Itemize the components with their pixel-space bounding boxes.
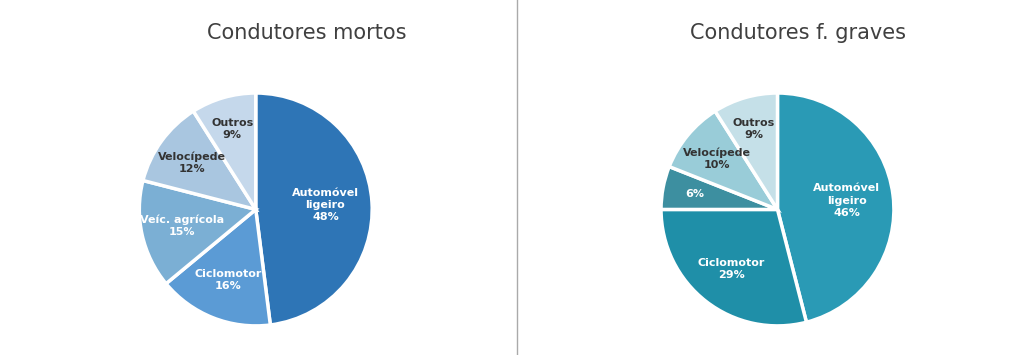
Wedge shape	[139, 180, 256, 284]
Wedge shape	[661, 166, 777, 209]
Wedge shape	[777, 93, 894, 322]
Text: Ciclomotor
16%: Ciclomotor 16%	[194, 269, 262, 291]
Wedge shape	[661, 209, 806, 326]
Text: Velocípede
10%: Velocípede 10%	[682, 148, 751, 170]
Wedge shape	[715, 93, 777, 209]
Text: Automóvel
ligeiro
46%: Automóvel ligeiro 46%	[813, 183, 881, 218]
Wedge shape	[143, 111, 256, 209]
Text: Automóvel
ligeiro
48%: Automóvel ligeiro 48%	[292, 188, 359, 223]
Text: Outros
9%: Outros 9%	[732, 118, 775, 140]
Text: Condutores f. graves: Condutores f. graves	[690, 23, 906, 43]
Text: Velocípede
12%: Velocípede 12%	[158, 152, 226, 174]
Text: Veíc. agrícola
15%: Veíc. agrícola 15%	[140, 214, 224, 237]
Text: Condutores mortos: Condutores mortos	[207, 23, 407, 43]
Wedge shape	[256, 93, 372, 325]
Wedge shape	[193, 93, 256, 209]
Text: Ciclomotor
29%: Ciclomotor 29%	[698, 258, 765, 280]
Text: 6%: 6%	[685, 189, 705, 199]
Wedge shape	[669, 111, 777, 209]
Text: Outros
9%: Outros 9%	[211, 118, 254, 140]
Wedge shape	[166, 209, 270, 326]
